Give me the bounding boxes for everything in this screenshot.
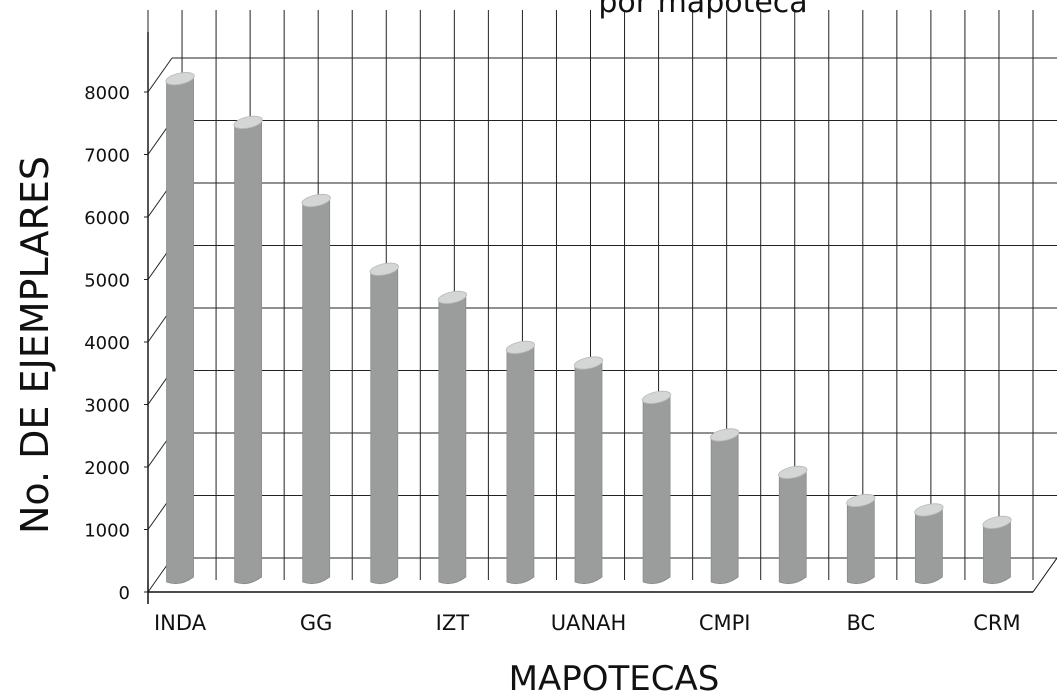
bar-body — [506, 346, 535, 585]
bar-top — [982, 515, 1012, 529]
bar-top — [301, 193, 331, 208]
bar-body — [914, 509, 943, 585]
bar-top — [437, 290, 467, 304]
x-tick-label: BC — [846, 611, 875, 635]
bar-body — [302, 200, 331, 585]
x-tick-label: CMPI — [699, 611, 751, 635]
bar — [505, 340, 536, 585]
y-tick-label: 8000 — [84, 83, 130, 104]
y-tick-label: 0 — [119, 583, 130, 604]
bar-top — [573, 356, 604, 370]
bar-body — [166, 78, 194, 585]
bar-top — [710, 428, 740, 442]
bar-top — [165, 72, 195, 86]
bar-body — [438, 296, 467, 585]
bar — [914, 503, 944, 585]
x-tick-label: CRM — [973, 611, 1020, 635]
x-axis-label: MAPOTECAS — [509, 659, 720, 698]
x-tick-label: GG — [300, 611, 333, 635]
grid-diagonal — [147, 57, 173, 93]
bar-body — [370, 268, 399, 585]
bar — [301, 193, 331, 585]
bars — [165, 72, 1012, 585]
bar-body — [846, 500, 875, 585]
bar — [846, 493, 876, 585]
y-tick-label: 5000 — [84, 271, 130, 292]
bar-top — [914, 503, 944, 517]
bar — [573, 356, 604, 585]
bar-body — [234, 121, 263, 585]
bar — [982, 515, 1012, 585]
bar — [641, 390, 672, 585]
bar-body — [778, 471, 807, 585]
bar-top — [778, 465, 808, 479]
bar-body — [642, 396, 671, 585]
x-tick-labels: INDA GG IZT UANAH CMPI BC CRM — [154, 611, 1021, 635]
y-axis-label: No. DE EJEMPLARES — [13, 156, 57, 534]
bar-body — [710, 434, 739, 585]
bar — [233, 115, 263, 585]
bar-top — [846, 493, 876, 508]
bar-top — [233, 115, 263, 129]
bar-top — [369, 262, 399, 276]
x-tick-label: INDA — [154, 611, 207, 635]
bar — [369, 262, 399, 585]
bar-top — [505, 340, 536, 354]
bar-body — [983, 521, 1011, 585]
bar — [778, 465, 808, 585]
y-tick-labels: 0 1000 2000 3000 4000 5000 6000 7000 8000 — [84, 83, 130, 604]
y-tick-label: 3000 — [84, 396, 130, 417]
bar — [165, 72, 195, 585]
x-tick-label: UANAH — [551, 611, 627, 635]
y-tick-label: 2000 — [84, 458, 130, 479]
y-tick-label: 7000 — [84, 146, 130, 167]
x-tick-label: IZT — [436, 611, 470, 635]
y-tick-label: 1000 — [84, 521, 130, 542]
bar — [710, 428, 740, 585]
y-tick-label: 6000 — [84, 208, 130, 229]
bar-body — [574, 362, 603, 585]
bar — [437, 290, 467, 585]
y-tick-label: 4000 — [84, 333, 130, 354]
chart-title: por mapoteca — [598, 0, 807, 20]
bar-top — [641, 390, 672, 404]
grid-diagonal — [1032, 557, 1057, 593]
